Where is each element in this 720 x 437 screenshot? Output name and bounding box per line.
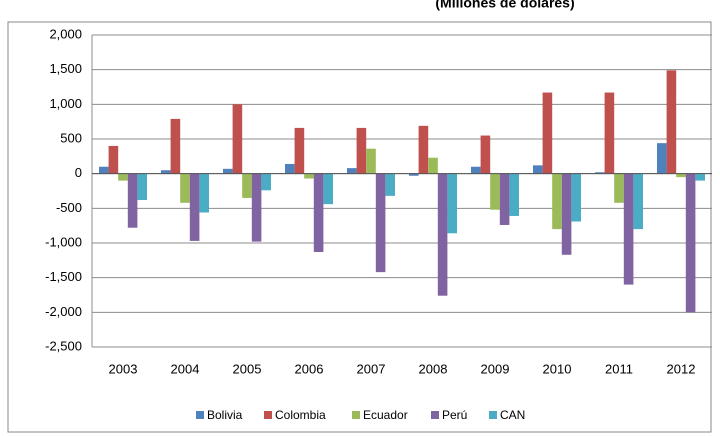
x-tick-label: 2008	[419, 361, 448, 376]
bar	[356, 127, 367, 174]
bar	[418, 125, 429, 174]
bar	[447, 173, 457, 234]
bar	[375, 173, 386, 273]
x-tick-label: 2012	[667, 361, 696, 376]
legend-label: Ecuador	[363, 408, 408, 422]
legend-label: Bolivia	[207, 408, 243, 422]
bar	[437, 173, 448, 296]
bar	[251, 173, 262, 242]
bar	[313, 173, 324, 253]
x-tick-label: 2010	[543, 361, 572, 376]
legend-swatch	[431, 411, 439, 419]
legend-swatch	[352, 411, 360, 419]
x-tick-label: 2007	[357, 361, 386, 376]
legend-swatch	[196, 411, 204, 419]
bar	[657, 143, 667, 174]
y-tick-label: -1,500	[45, 269, 82, 284]
x-tick-label: 2006	[295, 361, 324, 376]
bar	[685, 173, 696, 313]
bar	[99, 166, 109, 174]
bar	[385, 173, 395, 196]
legend-label: CAN	[500, 408, 525, 422]
bar	[199, 173, 209, 213]
bar	[180, 173, 190, 203]
legend-label: Perú	[442, 408, 467, 422]
bar	[242, 173, 252, 198]
legend-swatch	[264, 411, 272, 419]
bar	[323, 173, 333, 205]
bar	[189, 173, 200, 241]
legend-label: Colombia	[275, 408, 326, 422]
bar	[695, 173, 705, 181]
bar	[161, 170, 171, 174]
bar	[552, 173, 562, 230]
bar	[471, 166, 481, 174]
bar	[633, 173, 643, 230]
bar	[614, 173, 624, 203]
bar	[480, 135, 491, 174]
bar	[561, 173, 572, 255]
bar	[428, 157, 438, 174]
bar	[170, 118, 181, 174]
bar	[304, 173, 314, 179]
bar	[490, 173, 500, 210]
bar	[542, 92, 553, 174]
bar	[509, 173, 519, 216]
bar	[499, 173, 510, 225]
bar	[666, 70, 677, 174]
bar	[533, 165, 543, 174]
bar	[108, 145, 119, 174]
y-tick-label: 1,000	[49, 96, 82, 111]
bar	[285, 163, 295, 174]
y-tick-label: 1,500	[49, 61, 82, 76]
bar	[118, 173, 128, 181]
bar	[137, 173, 147, 201]
y-tick-label: 2,000	[49, 26, 82, 41]
bar	[223, 168, 233, 174]
y-tick-label: -2,500	[45, 338, 82, 353]
chart-border	[7, 21, 712, 433]
y-tick-label: -2,000	[45, 304, 82, 319]
bar	[595, 172, 605, 174]
x-tick-label: 2004	[171, 361, 200, 376]
bar	[347, 168, 357, 174]
bar	[261, 173, 271, 191]
x-tick-label: 2003	[109, 361, 138, 376]
x-tick-label: 2005	[233, 361, 262, 376]
bar	[604, 92, 615, 174]
y-tick-label: 0	[75, 165, 82, 180]
bar	[571, 173, 581, 222]
bar	[232, 104, 243, 174]
bar	[127, 173, 138, 228]
x-tick-label: 2011	[605, 361, 633, 376]
bar	[409, 173, 419, 176]
y-tick-label: 500	[60, 130, 82, 145]
x-tick-label: 2009	[481, 361, 510, 376]
y-tick-label: -1,000	[45, 234, 82, 249]
bar	[676, 173, 686, 178]
chart-title: (Millones de dólares)	[435, 0, 574, 11]
bar	[623, 173, 634, 285]
bar	[294, 127, 305, 174]
legend-swatch	[489, 411, 497, 419]
y-tick-label: -500	[56, 200, 82, 215]
bar	[366, 148, 376, 174]
